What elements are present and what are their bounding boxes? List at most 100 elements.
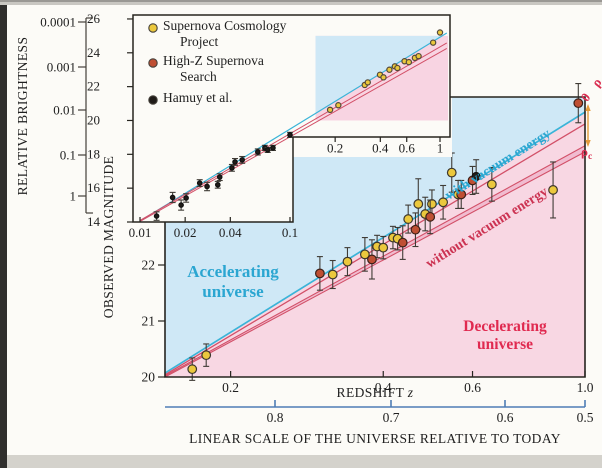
hamuy-data-point bbox=[287, 132, 293, 138]
inset-x-tick-lower-label: 0.04 bbox=[219, 225, 242, 240]
accelerating-universe-label-line1: Accelerating bbox=[187, 262, 279, 281]
scale-axis-tick-label: 0.5 bbox=[577, 410, 594, 425]
rho-symbol: ρ bbox=[581, 144, 588, 159]
density-arrow-up-head bbox=[585, 104, 591, 111]
legend-marker bbox=[148, 58, 158, 68]
hamuy-data-point bbox=[239, 157, 245, 163]
legend-marker bbox=[148, 23, 158, 33]
hamuy-data-point bbox=[196, 180, 203, 186]
decelerating-universe-label-line1: Decelerating bbox=[463, 318, 547, 335]
inset-y-tick-label: 24 bbox=[87, 45, 101, 60]
highz-data-point bbox=[573, 98, 584, 109]
hamuy-data-point bbox=[229, 165, 235, 171]
y-tick-label: 20 bbox=[142, 370, 156, 385]
scp-data-point bbox=[446, 167, 457, 178]
inset-plot: 14 16 18 20 22 24 26 0.01 0.02 0.04 0.1 0.2 0.4 0.6 1 bbox=[87, 11, 451, 240]
inset-highz-data-point bbox=[380, 74, 387, 81]
inset-y-tick-label: 16 bbox=[87, 180, 101, 195]
decelerating-universe-label-line2: universe bbox=[477, 336, 533, 353]
inset-without-vacuum-line bbox=[139, 42, 448, 221]
window-left-edge bbox=[0, 0, 7, 468]
highz-data-point bbox=[367, 254, 377, 265]
scp-data-point bbox=[403, 214, 414, 224]
inset-highz-data-point bbox=[436, 29, 444, 36]
highz-data-point bbox=[315, 268, 325, 279]
hamuy-data-point bbox=[183, 195, 189, 201]
linear-scale-axis-label: LINEAR SCALE OF THE UNIVERSE RELATIVE TO… bbox=[189, 431, 561, 446]
inset-highz-data-point bbox=[394, 64, 401, 72]
redshift-axis-label: REDSHIFT z bbox=[337, 385, 414, 400]
relative-brightness-axis-label: RELATIVE BRIGHTNESS bbox=[15, 37, 30, 196]
scp-data-point bbox=[359, 249, 370, 260]
x-tick-label: 1.0 bbox=[577, 380, 594, 395]
inset-without-vacuum-line bbox=[139, 47, 448, 222]
inset-highz-data-point bbox=[415, 52, 422, 60]
window-top-edge bbox=[0, 0, 602, 2]
legend-label: Supernova Cosmology bbox=[163, 18, 287, 33]
brightness-tick-label: 1 bbox=[70, 189, 77, 204]
scp-data-point bbox=[486, 179, 497, 190]
inset-highz-data-point bbox=[326, 106, 334, 114]
scale-axis-tick-label: 0.8 bbox=[267, 410, 284, 425]
density-rho-c-label: ρc bbox=[581, 144, 592, 162]
redshift-variable: z bbox=[407, 385, 414, 400]
scale-axis-tick-label: 0.6 bbox=[497, 410, 514, 425]
inset-x-tick-upper-label: 1 bbox=[437, 141, 444, 156]
scp-data-point bbox=[413, 199, 424, 209]
inset-x-tick-upper-label: 0.2 bbox=[327, 141, 343, 156]
highz-data-point bbox=[456, 189, 467, 200]
scp-data-point bbox=[378, 242, 389, 253]
hamuy-data-point bbox=[264, 147, 271, 153]
brightness-tick-label: 0.0001 bbox=[40, 15, 76, 30]
scp-data-point bbox=[438, 197, 449, 208]
inset-highz-data-point bbox=[364, 79, 371, 86]
inset-y-tick-label: 18 bbox=[87, 146, 100, 161]
inset-x-tick-lower-label: 0.01 bbox=[129, 225, 152, 240]
x-tick-label: 0.2 bbox=[222, 380, 239, 395]
redshift-word: REDSHIFT bbox=[337, 385, 405, 400]
hamuy-data-point bbox=[214, 181, 221, 188]
density-arrow-down-head bbox=[585, 140, 591, 147]
inset-x-tick-upper-label: 0.4 bbox=[372, 141, 389, 156]
inset-highz-data-point bbox=[405, 58, 413, 66]
accelerating-universe-label-line2: universe bbox=[202, 282, 264, 301]
scp-data-point bbox=[187, 364, 198, 375]
inset-y-tick-label: 22 bbox=[87, 79, 100, 94]
inset-highz-data-point bbox=[386, 66, 393, 73]
inset-highz-data-point bbox=[335, 102, 342, 109]
observed-magnitude-axis-label: OBSERVED MAGNITUDE bbox=[101, 156, 116, 319]
legend-label-line2: Project bbox=[180, 34, 218, 49]
inset-y-tick-label: 26 bbox=[87, 11, 101, 26]
inset-y-tick-label: 20 bbox=[87, 112, 100, 127]
axis-titles: OBSERVED MAGNITUDE RELATIVE BRIGHTNESS R… bbox=[15, 37, 561, 446]
inset-x-tick-upper-label: 0.6 bbox=[399, 141, 416, 156]
legend-label: High-Z Supernova bbox=[163, 53, 264, 68]
x-tick-label: 0.6 bbox=[464, 380, 481, 395]
scp-data-point bbox=[342, 256, 353, 267]
highz-data-point bbox=[410, 224, 421, 235]
rho-subscript: c bbox=[588, 152, 592, 162]
window-top-edge-light bbox=[0, 2, 602, 5]
legend-marker bbox=[148, 95, 158, 105]
main-plot-frame: 0.2 0.4 0.6 1.0 20 21 22 bbox=[142, 96, 594, 395]
dark-data-point bbox=[471, 171, 481, 182]
inset-highz-data-point bbox=[429, 39, 437, 46]
y-tick-label: 21 bbox=[142, 314, 156, 329]
inset-x-tick-lower-label: 0.02 bbox=[174, 225, 197, 240]
secondary-axes: 0.0001 0.001 0.01 0.1 1 0.8 0.7 0.6 0.5 bbox=[40, 15, 593, 426]
brightness-tick-label: 0.01 bbox=[53, 103, 76, 118]
brightness-tick-label: 0.1 bbox=[60, 148, 76, 163]
y-tick-label: 22 bbox=[142, 258, 156, 273]
hamuy-data-point bbox=[178, 202, 184, 208]
hamuy-data-point bbox=[232, 159, 238, 165]
legend-label: Hamuy et al. bbox=[163, 90, 232, 105]
scp-data-point bbox=[327, 269, 338, 280]
highz-data-point bbox=[397, 237, 408, 248]
inset-y-tick-label: 14 bbox=[87, 214, 101, 229]
hamuy-data-point bbox=[254, 149, 261, 155]
x-tick-label: 0.4 bbox=[375, 380, 392, 395]
without-vacuum-energy-line bbox=[164, 151, 586, 378]
